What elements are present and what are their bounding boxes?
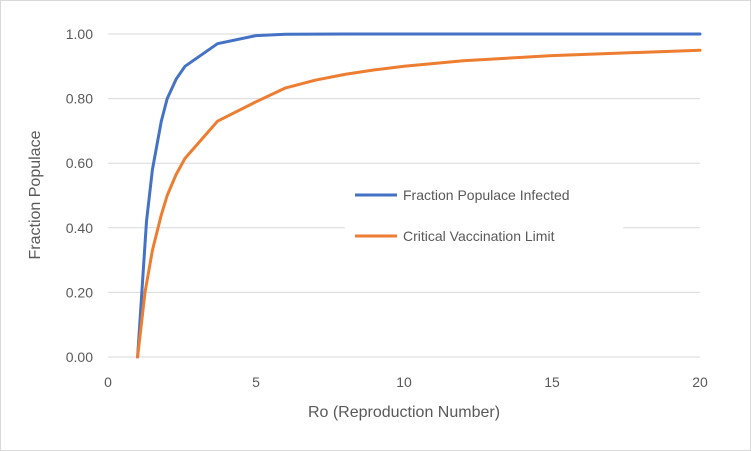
series-line-1: [136, 48, 702, 359]
x-axis-title: Ro (Reproduction Number): [308, 404, 500, 421]
legend: Fraction Populace Infected Critical Vacc…: [345, 175, 623, 257]
x-tick-label: 0: [104, 374, 112, 390]
x-tick-label: 10: [396, 374, 412, 390]
y-tick-label: 1.00: [66, 26, 93, 42]
x-tick-labels: 0 5 10 15 20: [104, 374, 708, 390]
series-layer: [136, 32, 702, 359]
y-tick-label: 0.80: [66, 91, 93, 107]
series-line-0: [136, 32, 702, 359]
y-tick-labels: 0.00 0.20 0.40 0.60 0.80 1.00: [66, 26, 93, 365]
x-tick-label: 20: [692, 374, 708, 390]
y-tick-label: 0.60: [66, 155, 93, 171]
y-axis-title: Fraction Populace: [27, 130, 44, 259]
x-tick-label: 5: [252, 374, 260, 390]
y-tick-label: 0.40: [66, 220, 93, 236]
legend-background: [345, 175, 623, 257]
x-tick-label: 15: [544, 374, 560, 390]
legend-label-infected: Fraction Populace Infected: [403, 187, 570, 203]
y-tick-label: 0.20: [66, 284, 93, 300]
legend-label-vaccination: Critical Vaccination Limit: [403, 228, 555, 244]
y-tick-label: 0.00: [66, 349, 93, 365]
